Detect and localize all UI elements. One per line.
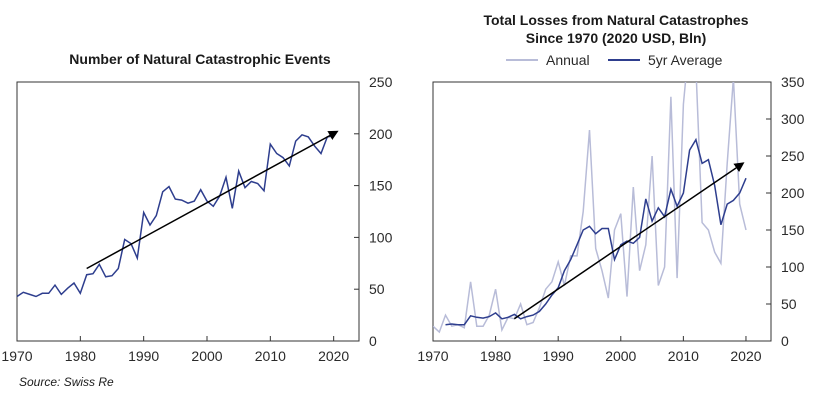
- right-y-tick-label: 50: [781, 296, 797, 312]
- right-x-tick-label: 1990: [543, 348, 574, 364]
- source-note: Source: Swiss Re: [19, 375, 114, 389]
- right-y-tick-label: 350: [781, 74, 805, 90]
- right-annual-series-line: [433, 82, 747, 334]
- left-x-tick-label: 1990: [128, 348, 159, 364]
- legend-label-5yr-average: 5yr Average: [648, 52, 723, 68]
- right-chart-title-line2: Since 1970 (2020 USD, Bln): [526, 30, 707, 46]
- right-5yr-average-series-line: [445, 137, 747, 326]
- right-y-tick-label: 100: [781, 259, 805, 275]
- left-y-tick-label: 50: [369, 281, 385, 297]
- left-x-tick-label: 2020: [318, 348, 349, 364]
- left-y-tick-label: 250: [369, 74, 393, 90]
- left-trend-arrow: [86, 130, 339, 270]
- left-y-tick-label: 200: [369, 126, 393, 142]
- left-y-tick-label: 150: [369, 178, 393, 194]
- right-x-tick-label: 1980: [480, 348, 511, 364]
- right-plot-frame: [432, 81, 772, 342]
- right-trend-arrow: [513, 162, 745, 320]
- left-events-series-line: [16, 133, 334, 298]
- right-tick-group: 1970 1980 1990 2000 2010 2020 0 50 100 150 200 250 3…: [417, 74, 804, 364]
- right-chart-title-line1: Total Losses from Natural Catastrophes: [483, 12, 748, 28]
- left-tick-group: 1970 1980 1990 2000 2010 2020 0 50 100 150 200 250: [1, 74, 392, 364]
- right-y-tick-label: 0: [781, 333, 789, 349]
- left-y-tick-label: 100: [369, 229, 393, 245]
- right-y-tick-label: 300: [781, 111, 805, 127]
- right-x-tick-label: 1970: [417, 348, 448, 364]
- left-x-tick-label: 2010: [255, 348, 286, 364]
- right-chart-legend: Annual 5yr Average: [506, 52, 723, 68]
- left-x-tick-label: 2000: [191, 348, 222, 364]
- right-x-tick-label: 2020: [730, 348, 761, 364]
- right-y-tick-label: 200: [781, 185, 805, 201]
- left-x-tick-label: 1970: [1, 348, 32, 364]
- right-y-tick-label: 250: [781, 148, 805, 164]
- right-y-tick-label: 150: [781, 222, 805, 238]
- left-chart-title: Number of Natural Catastrophic Events: [69, 51, 331, 67]
- right-chart: Total Losses from Natural Catastrophes S…: [417, 12, 804, 364]
- left-y-tick-label: 0: [369, 333, 377, 349]
- left-plot-frame: [16, 81, 360, 342]
- legend-label-annual: Annual: [546, 52, 590, 68]
- right-x-tick-label: 2010: [668, 348, 699, 364]
- left-chart: Number of Natural Catastrophic Events 19…: [1, 51, 392, 364]
- left-x-tick-label: 1980: [65, 348, 96, 364]
- right-x-tick-label: 2000: [605, 348, 636, 364]
